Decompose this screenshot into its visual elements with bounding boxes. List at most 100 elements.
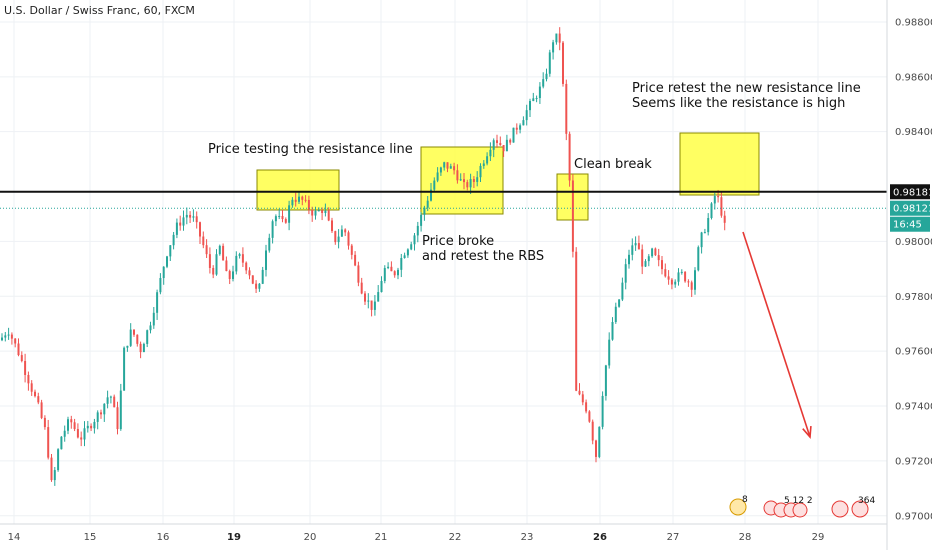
highlight-box[interactable] bbox=[679, 132, 760, 196]
candle-body bbox=[496, 140, 498, 143]
current-price-label: 0.98121 bbox=[893, 204, 932, 215]
candle-body bbox=[552, 42, 555, 53]
candle-body bbox=[179, 222, 182, 226]
candle-body bbox=[420, 214, 423, 226]
candle-body bbox=[113, 396, 116, 408]
candle-body bbox=[472, 179, 475, 182]
candle-body bbox=[218, 245, 221, 255]
candle-body bbox=[96, 412, 99, 422]
candle-body bbox=[423, 207, 426, 215]
candle-body bbox=[175, 222, 178, 235]
annotation-testing: Price testing the resistance line bbox=[208, 142, 413, 157]
economic-events[interactable]: 8 5 12 2 364 bbox=[729, 495, 875, 518]
candle-body bbox=[700, 232, 703, 248]
candle-body bbox=[317, 210, 320, 212]
candles bbox=[1, 27, 726, 486]
x-tick-label: 21 bbox=[375, 532, 388, 543]
event-flag-icon[interactable] bbox=[831, 500, 849, 518]
candle-body bbox=[241, 254, 244, 263]
candle-body bbox=[321, 210, 324, 213]
candle-body bbox=[502, 145, 505, 152]
candle-body bbox=[152, 312, 155, 326]
candle-body bbox=[463, 179, 465, 183]
candle-body bbox=[80, 437, 83, 440]
candle-body bbox=[340, 229, 343, 237]
candle-body bbox=[63, 430, 66, 437]
annotation-retest-line2: Seems like the resistance is high bbox=[632, 96, 845, 111]
candle-body bbox=[393, 271, 396, 276]
candle-body bbox=[189, 214, 192, 218]
candle-body bbox=[123, 347, 126, 391]
candle-body bbox=[251, 275, 254, 284]
candle-body bbox=[578, 390, 581, 395]
candle-body bbox=[634, 243, 637, 246]
candle-body bbox=[324, 210, 327, 213]
candle-body bbox=[430, 189, 432, 201]
candle-body bbox=[20, 355, 23, 362]
candle-body bbox=[575, 251, 578, 391]
candle-body bbox=[60, 436, 63, 450]
candle-body bbox=[710, 203, 713, 219]
candle-body bbox=[327, 210, 330, 221]
candle-body bbox=[568, 133, 571, 181]
projection-arrow[interactable] bbox=[742, 231, 812, 439]
candle-body bbox=[24, 361, 27, 375]
candle-body bbox=[50, 457, 53, 481]
candle-body bbox=[373, 301, 376, 310]
candle-body bbox=[307, 199, 310, 210]
candle-body bbox=[426, 200, 429, 208]
candle-body bbox=[261, 269, 264, 284]
annotation-clean-break: Clean break bbox=[574, 157, 652, 172]
candle-body bbox=[720, 197, 723, 216]
candle-body bbox=[717, 196, 720, 198]
candle-body bbox=[624, 264, 627, 283]
candle-body bbox=[169, 245, 172, 257]
countdown-label: 16:45 bbox=[893, 220, 922, 231]
candle-body bbox=[192, 216, 195, 218]
candle-body bbox=[562, 42, 564, 84]
candle-body bbox=[34, 391, 36, 397]
candle-body bbox=[67, 419, 69, 431]
event-flag-icon[interactable] bbox=[851, 500, 869, 518]
candle-body bbox=[380, 280, 383, 293]
candle-body bbox=[585, 402, 588, 412]
candle-body bbox=[314, 210, 317, 216]
candle-body bbox=[512, 127, 515, 143]
candle-body bbox=[416, 225, 419, 236]
candle-body bbox=[565, 83, 568, 134]
time-axis[interactable]: 14 15 16 19 20 21 22 23 26 27 28 29 bbox=[8, 532, 825, 543]
candle-body bbox=[525, 110, 528, 121]
x-tick-label: 16 bbox=[157, 532, 170, 543]
candle-body bbox=[667, 276, 670, 280]
candle-body bbox=[690, 282, 693, 290]
resistance-price-label: 0.98181 bbox=[893, 187, 932, 198]
candle-body bbox=[535, 98, 538, 100]
candle-body bbox=[70, 419, 73, 423]
candle-body bbox=[486, 156, 489, 164]
highlight-box[interactable] bbox=[256, 169, 340, 211]
candle-body bbox=[453, 166, 456, 171]
candle-body bbox=[664, 269, 667, 277]
candle-body bbox=[43, 417, 46, 428]
event-flag-icon[interactable] bbox=[729, 498, 747, 516]
x-tick-label: 15 bbox=[84, 532, 97, 543]
candle-body bbox=[713, 196, 716, 204]
candle-body bbox=[370, 300, 373, 310]
candle-body bbox=[670, 279, 673, 285]
candle-body bbox=[212, 267, 215, 275]
candle-body bbox=[387, 266, 390, 269]
candle-body bbox=[222, 245, 225, 261]
candle-body bbox=[397, 269, 399, 276]
candle-body bbox=[156, 292, 159, 313]
candle-body bbox=[436, 172, 439, 181]
candle-body bbox=[4, 335, 7, 338]
candle-body bbox=[185, 214, 188, 218]
candle-body bbox=[57, 449, 60, 471]
candle-body bbox=[406, 249, 409, 256]
event-flag-icon[interactable] bbox=[792, 502, 808, 518]
